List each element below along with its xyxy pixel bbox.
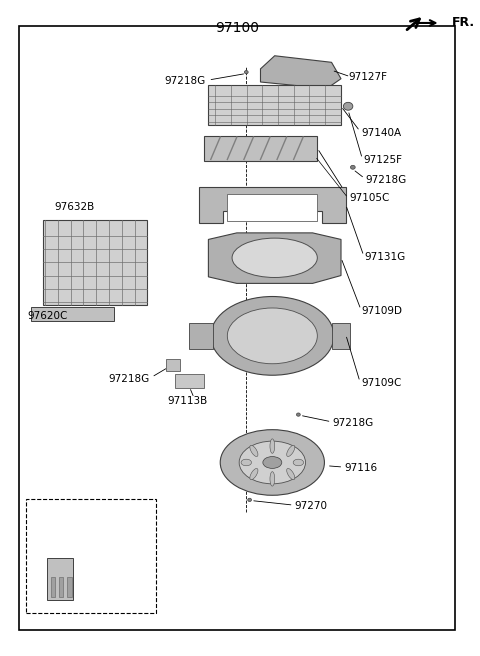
Ellipse shape bbox=[287, 445, 295, 457]
Text: 97218G: 97218G bbox=[333, 418, 374, 428]
Text: 97632B: 97632B bbox=[54, 201, 95, 212]
Text: 97218G: 97218G bbox=[108, 373, 149, 384]
Ellipse shape bbox=[297, 413, 300, 417]
Polygon shape bbox=[208, 233, 341, 283]
Polygon shape bbox=[261, 56, 341, 89]
Ellipse shape bbox=[350, 165, 355, 169]
Ellipse shape bbox=[241, 459, 252, 466]
FancyBboxPatch shape bbox=[175, 374, 204, 388]
FancyBboxPatch shape bbox=[48, 558, 73, 600]
Ellipse shape bbox=[270, 472, 275, 486]
Ellipse shape bbox=[250, 468, 258, 480]
Ellipse shape bbox=[270, 439, 275, 453]
Text: FR.: FR. bbox=[452, 16, 475, 30]
FancyBboxPatch shape bbox=[190, 323, 213, 349]
FancyBboxPatch shape bbox=[59, 577, 63, 597]
Text: 97116: 97116 bbox=[344, 463, 377, 474]
Text: 97109C: 97109C bbox=[361, 378, 401, 388]
Ellipse shape bbox=[293, 459, 303, 466]
Ellipse shape bbox=[244, 70, 248, 73]
Text: (W/DUAL FULL: (W/DUAL FULL bbox=[56, 503, 126, 514]
FancyBboxPatch shape bbox=[228, 194, 317, 221]
FancyBboxPatch shape bbox=[204, 136, 317, 161]
FancyBboxPatch shape bbox=[166, 359, 180, 371]
Text: 97131G: 97131G bbox=[365, 252, 406, 262]
Text: 97109D: 97109D bbox=[362, 306, 403, 316]
FancyBboxPatch shape bbox=[332, 323, 350, 349]
Ellipse shape bbox=[250, 445, 258, 457]
Polygon shape bbox=[199, 187, 346, 223]
FancyBboxPatch shape bbox=[31, 307, 114, 321]
Text: 97218G: 97218G bbox=[165, 76, 206, 87]
Text: 97113B: 97113B bbox=[167, 396, 207, 407]
Text: 97125F: 97125F bbox=[363, 155, 402, 165]
FancyBboxPatch shape bbox=[51, 577, 55, 597]
Ellipse shape bbox=[228, 308, 317, 363]
Text: 97176E: 97176E bbox=[39, 539, 79, 550]
Ellipse shape bbox=[287, 468, 295, 480]
Text: AUTO A/CON): AUTO A/CON) bbox=[58, 514, 124, 525]
Ellipse shape bbox=[343, 102, 353, 110]
FancyBboxPatch shape bbox=[208, 85, 341, 125]
FancyBboxPatch shape bbox=[26, 499, 156, 613]
Text: 97140A: 97140A bbox=[361, 127, 401, 138]
Text: 97100: 97100 bbox=[215, 20, 259, 35]
Text: 97127F: 97127F bbox=[348, 72, 387, 82]
Ellipse shape bbox=[263, 457, 282, 468]
Text: 97105C: 97105C bbox=[349, 193, 389, 203]
Ellipse shape bbox=[220, 430, 324, 495]
Ellipse shape bbox=[248, 499, 252, 501]
Ellipse shape bbox=[232, 238, 317, 277]
Text: 97620C: 97620C bbox=[27, 311, 67, 321]
Text: 97218G: 97218G bbox=[366, 174, 407, 185]
Ellipse shape bbox=[239, 441, 305, 484]
Ellipse shape bbox=[211, 297, 334, 375]
Text: 97270: 97270 bbox=[295, 501, 327, 512]
FancyBboxPatch shape bbox=[67, 577, 72, 597]
FancyBboxPatch shape bbox=[43, 220, 147, 305]
